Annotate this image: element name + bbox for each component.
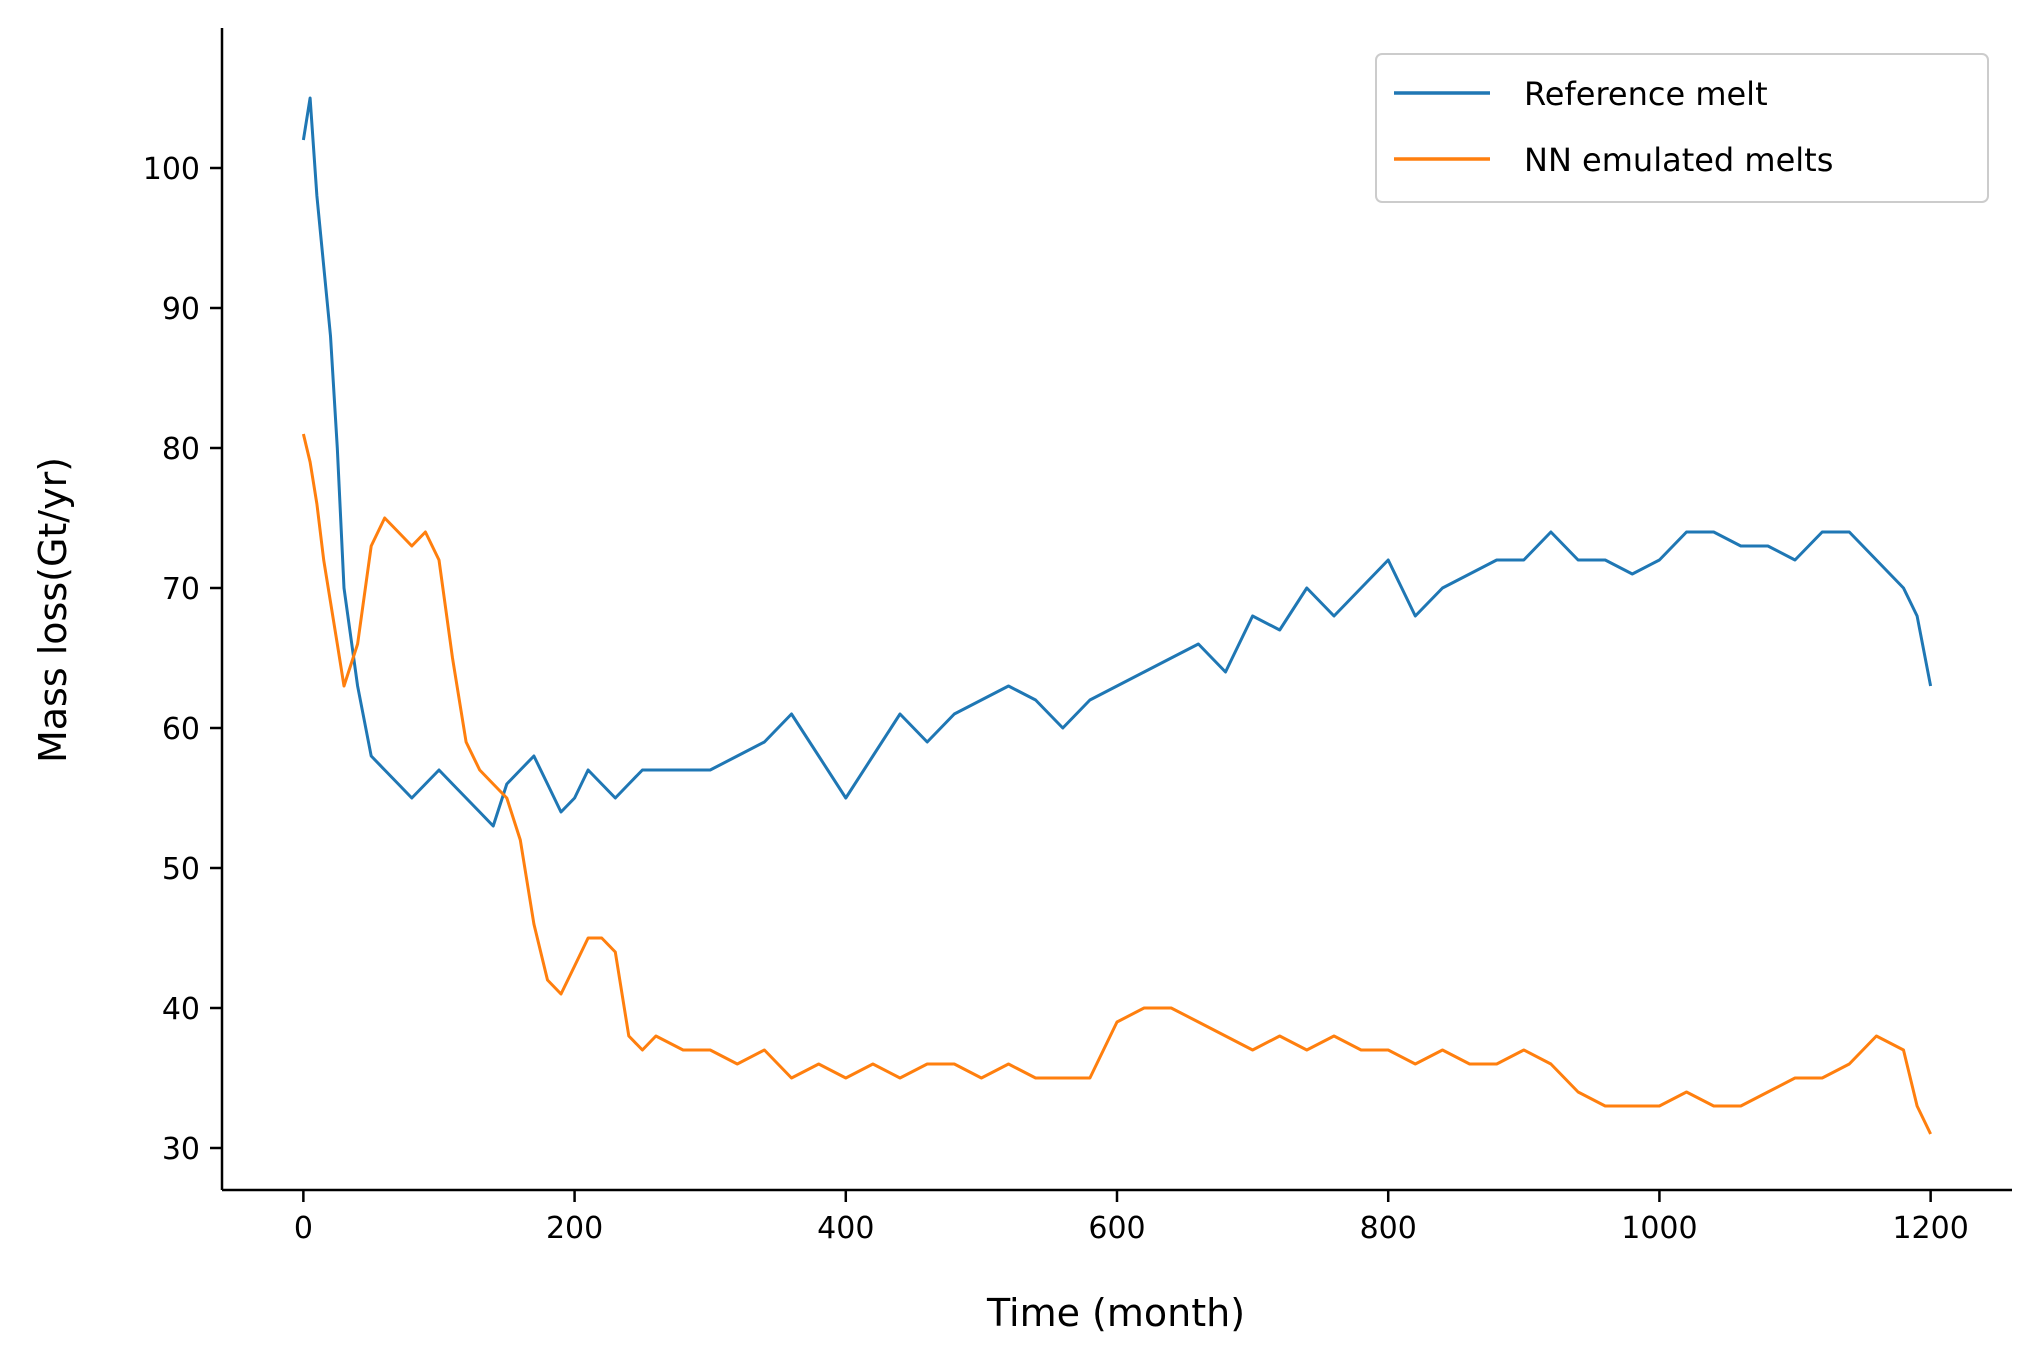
x-tick-label: 1000 — [1621, 1211, 1697, 1246]
y-ticks: 30 40 50 60 70 80 90 100 — [143, 152, 222, 1167]
legend-label-nn: NN emulated melts — [1524, 141, 1833, 179]
x-tick-label: 1200 — [1892, 1211, 1968, 1246]
x-tick-label: 200 — [546, 1211, 603, 1246]
x-ticks: 0 200 400 600 800 1000 1200 — [294, 1190, 1969, 1246]
series-line-1 — [301, 433, 1932, 1135]
x-tick-label: 0 — [294, 1211, 313, 1246]
x-tick-label: 800 — [1360, 1211, 1417, 1246]
y-tick-label: 30 — [162, 1132, 200, 1167]
x-axis-label: Time (month) — [986, 1291, 1245, 1335]
legend-box — [1375, 53, 1989, 203]
y-tick-label: 70 — [162, 572, 200, 607]
y-tick-label: 80 — [162, 432, 200, 467]
series-line-0 — [301, 96, 1933, 828]
y-tick-label: 90 — [162, 292, 200, 327]
legend-label-reference: Reference melt — [1524, 75, 1768, 113]
y-tick-label: 100 — [143, 152, 200, 187]
series-layer — [301, 96, 1933, 1135]
y-axis-label: Mass loss(Gt/yr) — [31, 457, 75, 763]
y-tick-label: 50 — [162, 852, 200, 887]
x-tick-label: 400 — [817, 1211, 874, 1246]
y-tick-label: 60 — [162, 712, 200, 747]
legend: Reference melt NN emulated melts — [1375, 53, 1989, 203]
x-tick-label: 600 — [1088, 1211, 1145, 1246]
y-tick-label: 40 — [162, 992, 200, 1027]
